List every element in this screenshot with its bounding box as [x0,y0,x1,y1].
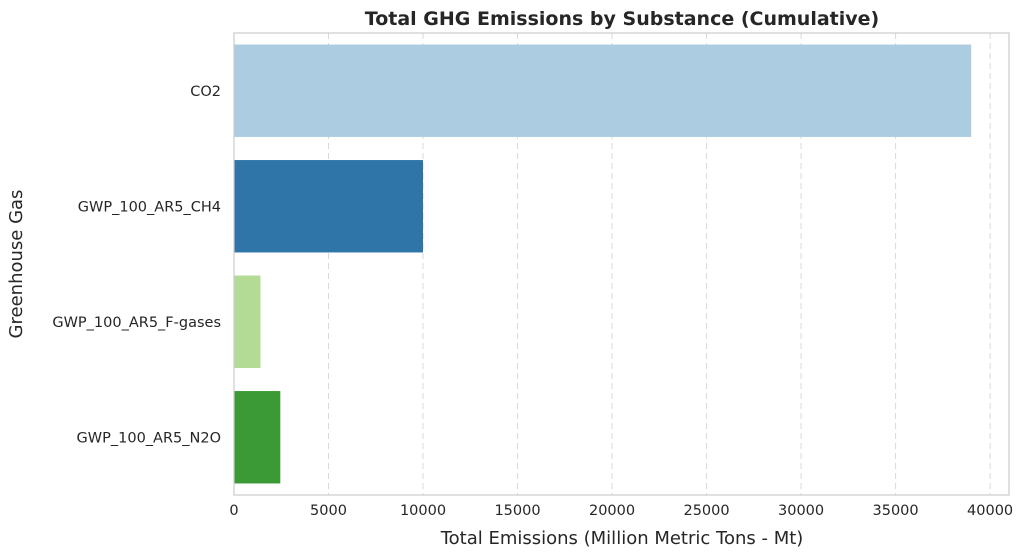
x-tick-label: 35000 [873,503,919,519]
x-axis-label: Total Emissions (Million Metric Tons - M… [440,528,804,549]
x-tick-label: 15000 [494,503,540,519]
x-tick-label: 40000 [967,503,1013,519]
y-tick-label: GWP_100_AR5_CH4 [78,199,221,215]
y-tick-labels: CO2 GWP_100_AR5_CH4 GWP_100_AR5_F-gases GWP… [52,84,221,447]
bar-co2 [234,44,972,137]
x-tick-label: 20000 [589,503,635,519]
y-tick-label: GWP_100_AR5_N2O [77,430,221,446]
x-tick-label: 10000 [400,503,446,519]
x-tick-label: 0 [229,503,238,519]
plot-frame [233,32,1010,496]
bar-gwp-100-ar5-f-gases [234,275,261,368]
y-tick-label: CO2 [190,84,221,100]
y-tick-label: GWP_100_AR5_F-gases [52,315,221,331]
x-tick-labels: 0 5000 10000 15000 20000 25000 30000 35000 40000 [229,503,1013,519]
y-axis-label: Greenhouse Gas [6,190,27,339]
gridlines [233,33,991,495]
bar-gwp-100-ar5-ch4 [234,160,424,253]
bars [234,44,972,484]
bar-gwp-100-ar5-n2o [234,391,281,484]
x-tick-label: 5000 [310,503,347,519]
chart-title: Total GHG Emissions by Substance (Cumula… [365,8,879,30]
x-tick-label: 25000 [683,503,729,519]
x-tick-label: 30000 [778,503,824,519]
